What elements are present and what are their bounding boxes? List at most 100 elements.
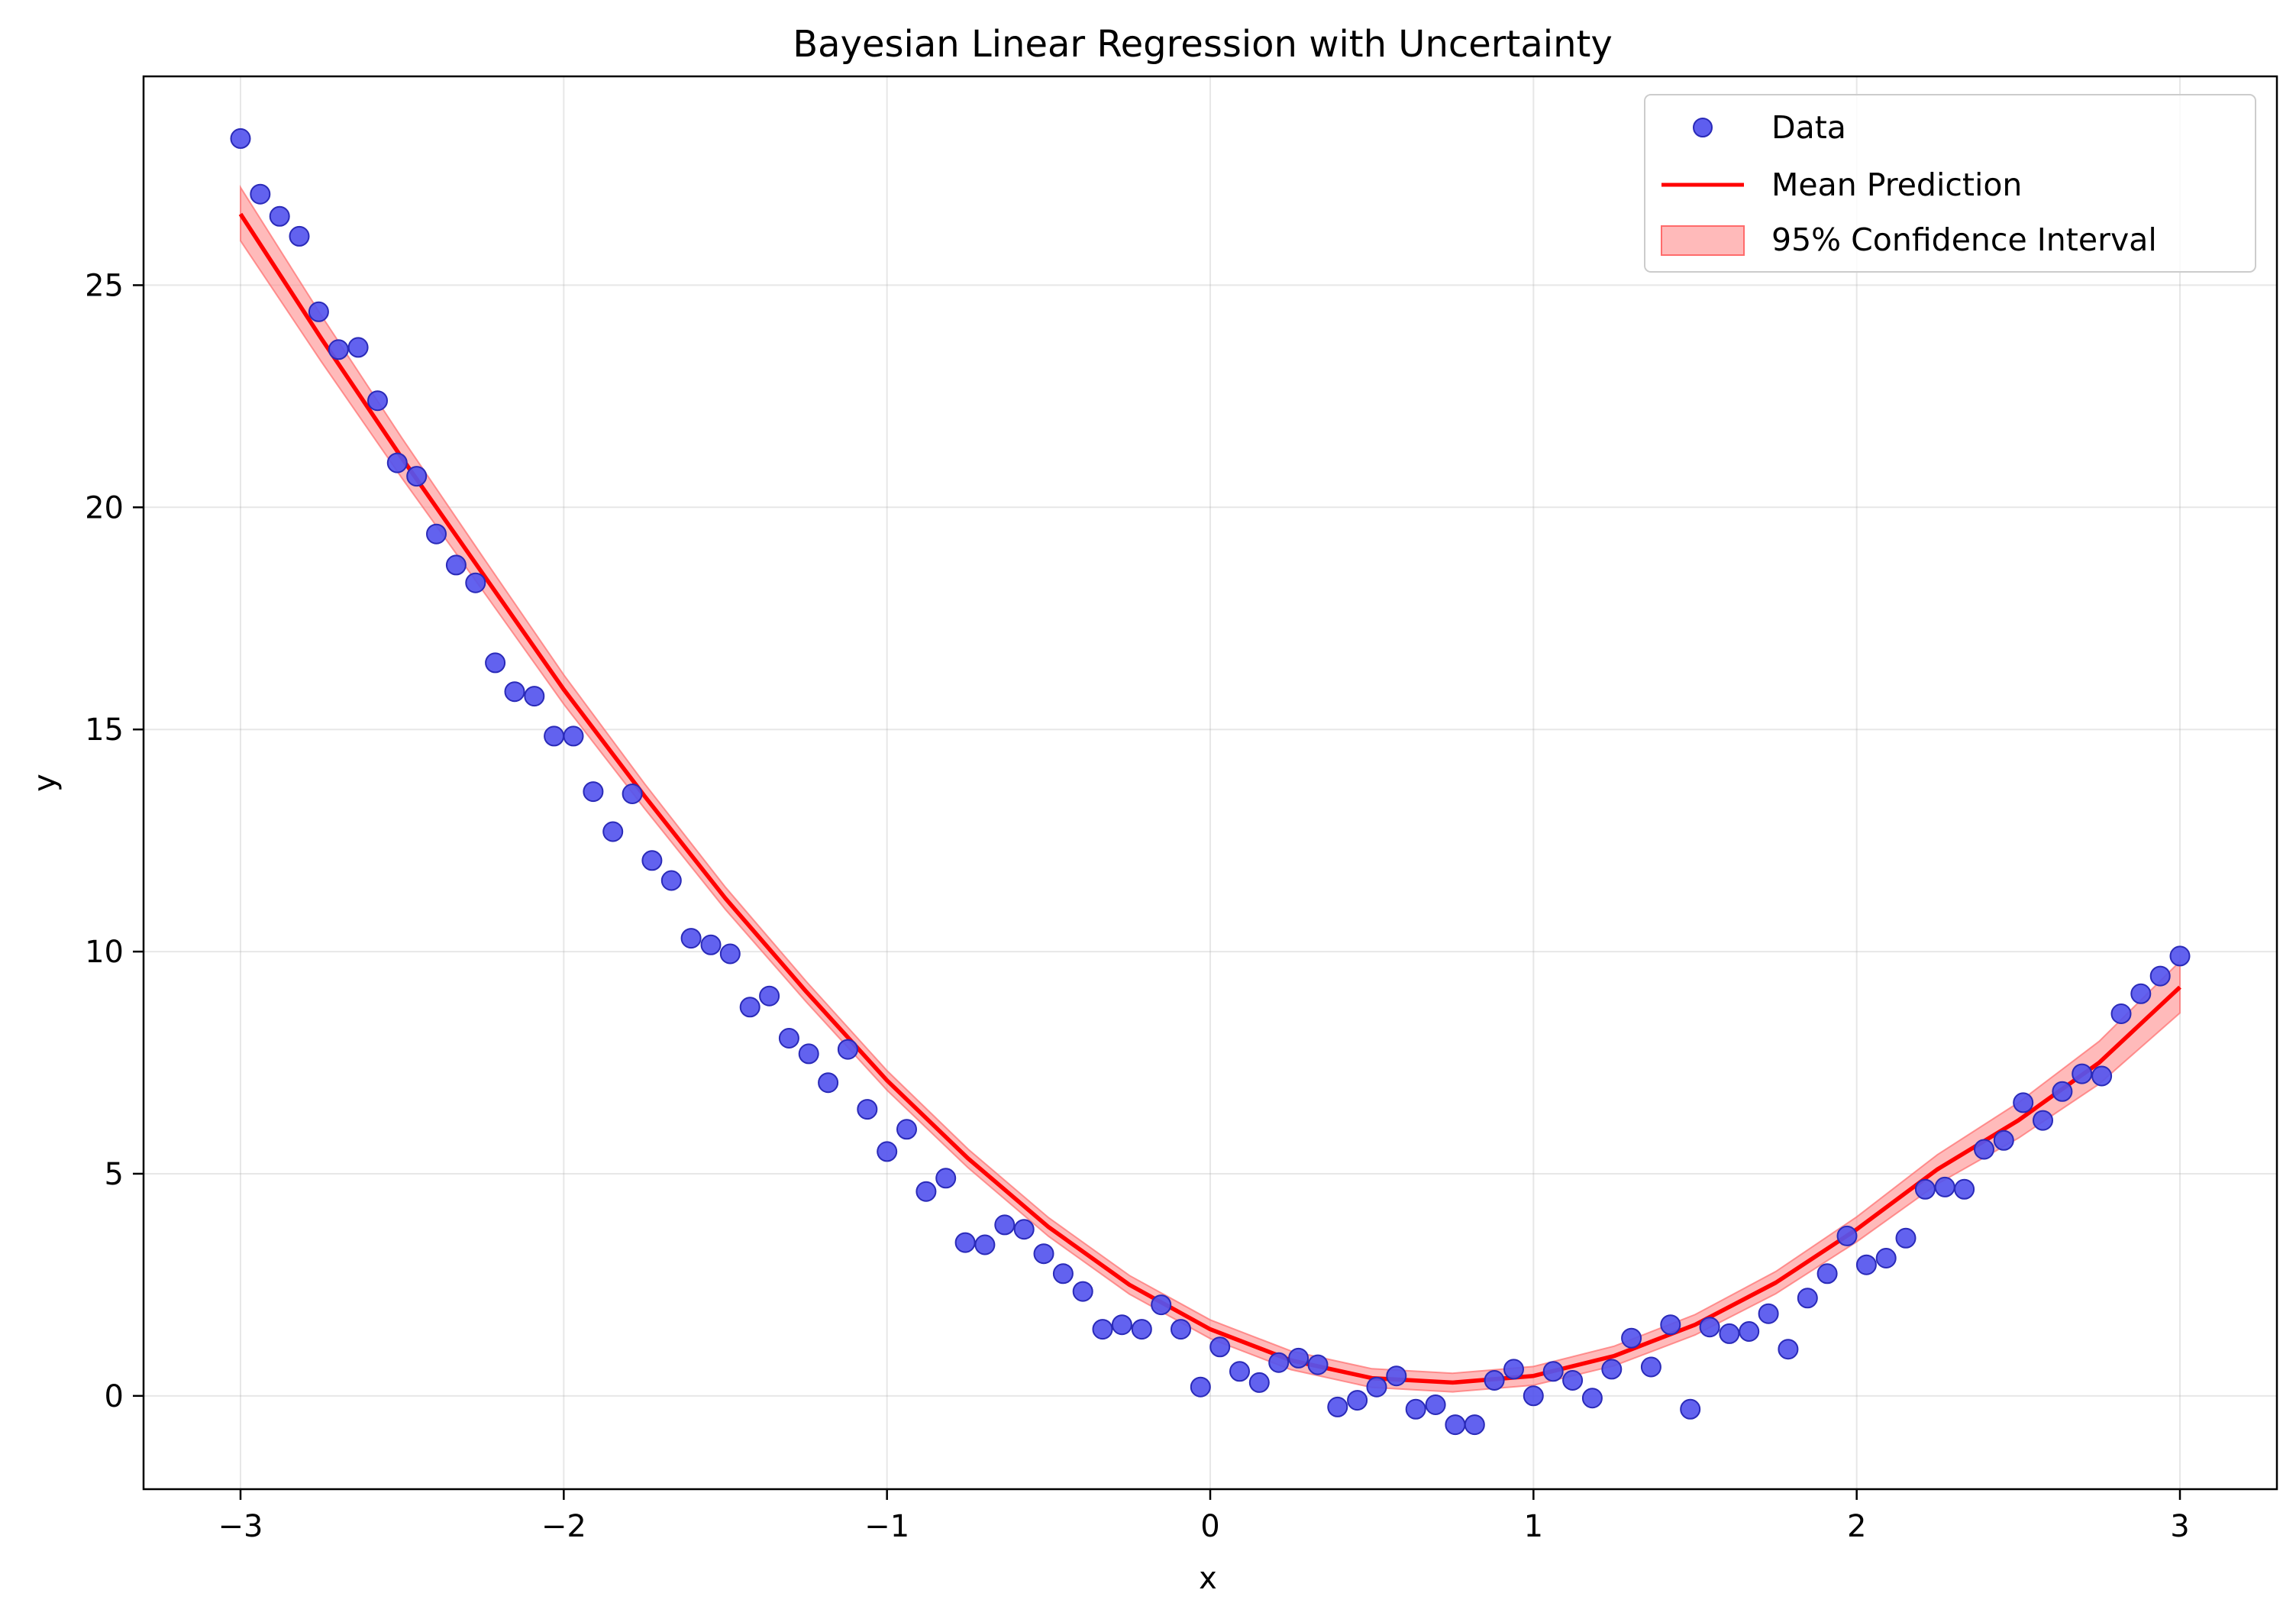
mean-prediction-line — [238, 212, 2181, 1385]
x-tick-label: 0 — [1200, 1509, 1219, 1544]
data-point — [1581, 1388, 1603, 1409]
data-point — [1542, 1361, 1564, 1382]
data-point — [1386, 1365, 1407, 1387]
data-point — [465, 572, 486, 593]
confidence-band-layer — [240, 184, 2181, 1393]
data-point — [1719, 1323, 1740, 1344]
data-point — [994, 1214, 1016, 1236]
data-point — [1914, 1178, 1936, 1200]
data-point — [386, 452, 408, 473]
y-tick-label: 10 — [85, 935, 124, 970]
x-tick-label: −2 — [541, 1509, 586, 1544]
data-point — [915, 1181, 937, 1202]
data-point — [2149, 965, 2171, 987]
data-point — [759, 985, 780, 1007]
data-point — [445, 554, 467, 576]
data-point — [818, 1072, 839, 1094]
chart-title: Bayesian Linear Regression with Uncertai… — [793, 23, 1612, 66]
y-tick-label: 5 — [105, 1157, 124, 1192]
data-point — [1816, 1263, 1838, 1285]
data-point — [1092, 1319, 1113, 1340]
data-point — [1464, 1414, 1485, 1436]
data-point — [1366, 1376, 1387, 1398]
data-point — [1836, 1225, 1858, 1246]
data-point — [896, 1119, 917, 1140]
data-point — [1562, 1370, 1584, 1391]
data-point — [1621, 1327, 1642, 1349]
x-gridlines — [240, 76, 2181, 1489]
data-point — [660, 870, 682, 891]
data-point — [1151, 1294, 1172, 1316]
data-point — [837, 1039, 858, 1060]
data-point — [2013, 1092, 2034, 1113]
data-point — [1484, 1370, 1505, 1391]
data-point — [1425, 1394, 1446, 1415]
data-point — [328, 339, 349, 360]
y-tick-label: 15 — [85, 713, 124, 748]
legend-data-marker — [1693, 118, 1713, 137]
data-point — [426, 523, 447, 545]
legend-ci-swatch — [1661, 225, 1745, 256]
data-point — [524, 686, 545, 707]
data-point — [1052, 1263, 1074, 1285]
y-tick-label: 20 — [85, 490, 124, 525]
data-point — [1347, 1390, 1368, 1411]
data-point — [1131, 1319, 1152, 1340]
data-point — [1895, 1227, 1917, 1249]
data-point — [230, 128, 251, 149]
data-point — [798, 1043, 819, 1065]
data-point — [602, 821, 624, 842]
data-point — [1288, 1347, 1309, 1369]
data-point — [1993, 1129, 2014, 1151]
data-point — [1033, 1243, 1054, 1265]
data-point — [1739, 1321, 1760, 1342]
y-tick-label: 25 — [85, 268, 124, 303]
data-point — [485, 652, 506, 674]
data-point — [406, 466, 428, 487]
data-point — [2169, 945, 2191, 967]
data-point — [1797, 1288, 1818, 1309]
data-point — [1875, 1248, 1897, 1268]
data-point — [1445, 1414, 1466, 1436]
data-point — [1934, 1176, 1955, 1197]
data-point — [954, 1232, 976, 1253]
data-point — [1229, 1361, 1250, 1382]
data-point — [289, 225, 310, 247]
data-point — [857, 1099, 878, 1120]
data-point — [1171, 1319, 1191, 1340]
y-tick-label: 0 — [105, 1379, 124, 1414]
x-tick-label: −1 — [864, 1509, 909, 1544]
data-point — [700, 934, 722, 955]
confidence-band — [240, 184, 2181, 1393]
data-point — [2110, 1003, 2132, 1024]
data-point — [622, 784, 643, 804]
data-point — [269, 205, 290, 227]
data-point — [308, 301, 329, 322]
y-axis-label: y — [27, 774, 63, 792]
data-point — [1405, 1398, 1426, 1420]
mean-line-layer — [238, 212, 2181, 1385]
data-points-layer — [230, 128, 2191, 1436]
data-point — [367, 390, 388, 412]
data-point — [563, 725, 584, 747]
legend-box — [1644, 94, 2256, 273]
data-point — [1111, 1314, 1132, 1336]
data-point — [1660, 1314, 1681, 1336]
data-point — [1523, 1385, 1544, 1407]
data-point — [1268, 1352, 1290, 1373]
data-point — [1855, 1254, 1877, 1275]
x-tick-label: −3 — [218, 1509, 263, 1544]
legend-data-label: Data — [1771, 109, 1846, 146]
data-point — [1072, 1281, 1093, 1302]
data-point — [2091, 1065, 2113, 1087]
data-point — [1503, 1359, 1524, 1380]
y-axis-ticks: 0 5 10 15 20 25 — [85, 268, 144, 1414]
legend: Data Mean Prediction 95% Confidence Inte… — [1644, 94, 2256, 273]
data-point — [1209, 1336, 1231, 1358]
data-point — [544, 725, 565, 747]
data-point — [1778, 1339, 1799, 1360]
data-point — [1190, 1376, 1211, 1398]
data-point — [1248, 1372, 1270, 1393]
data-point — [1307, 1354, 1329, 1375]
